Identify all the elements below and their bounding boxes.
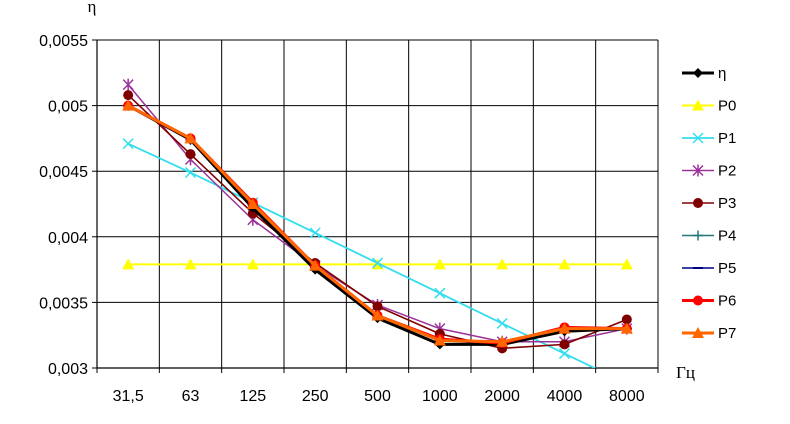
data-point <box>372 301 383 312</box>
y-axis-title: η <box>88 0 97 16</box>
grid-lines <box>96 39 659 369</box>
data-point <box>184 166 197 179</box>
y-tick-label: 0,0045 <box>39 164 88 181</box>
legend-swatch-marker <box>692 132 704 144</box>
data-point <box>620 258 633 270</box>
legend-swatch-marker <box>693 295 703 306</box>
data-point <box>433 258 446 270</box>
x-tick-label: 2000 <box>484 388 520 405</box>
data-point <box>309 259 322 271</box>
legend-item-p3: P3 <box>682 195 736 212</box>
data-point <box>558 348 571 360</box>
legend-label: η <box>718 65 726 82</box>
data-point <box>621 314 632 325</box>
legend-swatch-marker <box>692 327 704 338</box>
legend-item-eta: η <box>682 65 726 82</box>
legend-label: P1 <box>718 130 736 147</box>
data-point <box>184 132 197 144</box>
y-tick-label: 0,003 <box>48 361 88 378</box>
data-point <box>371 309 384 321</box>
series-p7 <box>122 99 633 347</box>
x-tick-label: 8000 <box>609 388 645 405</box>
data-point <box>246 198 259 209</box>
data-point <box>559 339 570 350</box>
legend: η P0 P1 P2 P3 P4 P5 P6 P7 <box>682 65 736 342</box>
legend-swatch-marker <box>693 230 703 241</box>
legend-label: P0 <box>718 98 736 115</box>
legend-item-p6: P6 <box>682 293 736 310</box>
data-point <box>496 317 508 329</box>
data-point <box>558 322 571 334</box>
legend-label: P6 <box>718 293 736 310</box>
data-point <box>558 258 571 270</box>
data-point <box>496 258 509 270</box>
y-tick-label: 0,004 <box>48 230 88 247</box>
legend-label: P7 <box>718 325 736 342</box>
legend-swatch-marker <box>692 99 704 111</box>
y-tick-label: 0,0035 <box>39 295 88 312</box>
data-point <box>309 227 321 239</box>
data-point <box>122 138 134 150</box>
legend-item-p2: P2 <box>682 163 736 180</box>
data-point <box>371 257 384 269</box>
x-tick-label: 1000 <box>422 388 458 405</box>
legend-swatch-marker <box>692 164 704 177</box>
legend-item-p1: P1 <box>682 130 736 147</box>
x-tick-label: 4000 <box>547 388 583 405</box>
legend-item-p7: P7 <box>682 325 736 342</box>
x-tick-label: 63 <box>182 388 200 405</box>
data-point <box>433 334 446 346</box>
data-point <box>620 322 633 334</box>
x-tick-label: 500 <box>364 388 391 405</box>
x-tick-label: 125 <box>239 388 266 405</box>
axes <box>92 39 659 373</box>
legend-label: P2 <box>718 163 736 180</box>
data-point <box>184 258 197 270</box>
legend-item-p0: P0 <box>682 98 736 115</box>
x-tick-label: 31,5 <box>113 388 144 405</box>
data-point <box>123 90 134 101</box>
data-point <box>434 287 446 299</box>
legend-item-p4: P4 <box>682 228 736 245</box>
series-lines <box>122 78 633 368</box>
data-point <box>496 335 509 347</box>
y-tick-label: 0,005 <box>48 99 88 116</box>
legend-label: P4 <box>718 228 736 245</box>
data-point <box>122 99 135 111</box>
legend-label: P5 <box>718 260 736 277</box>
data-point <box>122 78 134 91</box>
x-axis-title: Гц <box>676 363 695 382</box>
legend-label: P3 <box>718 195 736 212</box>
legend-item-p5: P5 <box>682 260 736 277</box>
y-tick-label: 0,0055 <box>39 33 88 50</box>
data-point <box>122 258 135 270</box>
x-tick-label: 250 <box>302 388 329 405</box>
data-point <box>185 149 196 160</box>
legend-swatch-marker <box>693 68 703 78</box>
tick-labels: 0,003 0,0035 0,004 0,0045 0,005 0,0055 31,5 63 1… <box>39 33 645 405</box>
data-point <box>246 258 259 270</box>
legend-swatch-marker <box>693 198 703 208</box>
